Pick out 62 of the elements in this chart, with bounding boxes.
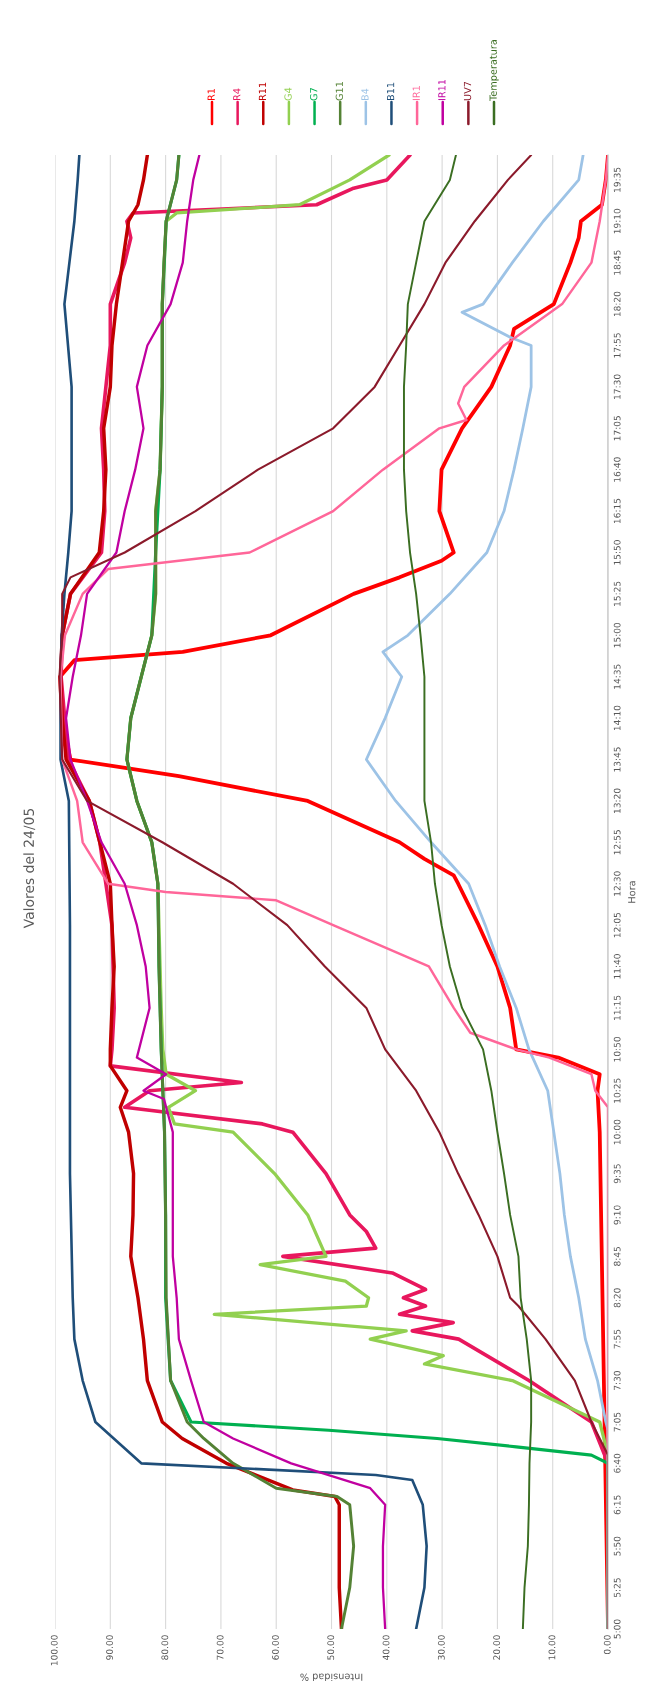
y-tick-label: 16:15 — [613, 498, 621, 524]
y-tick-label: 8:20 — [613, 1288, 621, 1308]
y-tick-label: 18:45 — [613, 250, 621, 275]
text: IR11 — [438, 79, 446, 101]
y-tick-label: 12:30 — [613, 871, 621, 896]
x-tick-label: 100.00 — [50, 1635, 58, 1666]
y-tick-label: 6:40 — [613, 1453, 621, 1473]
y-tick-label: 19:35 — [613, 167, 621, 192]
y-tick-label: 15:50 — [613, 540, 621, 565]
text: Temperatura — [489, 40, 499, 102]
x-tick-label: 10.00 — [548, 1635, 556, 1660]
y-tick-label: 15:00 — [613, 622, 621, 648]
y-tick-label: 14:10 — [613, 705, 621, 731]
x-tick-label: 0.00 — [603, 1635, 611, 1655]
y-tick-label: 11:15 — [613, 995, 621, 1020]
x-tick-label: 40.00 — [382, 1635, 390, 1660]
x-tick-label: 30.00 — [437, 1635, 445, 1660]
y-tick-label: 8:45 — [613, 1247, 621, 1266]
text: G4 — [284, 87, 292, 101]
x-tick-label: 20.00 — [493, 1635, 501, 1660]
y-tick-label: 10:00 — [613, 1119, 621, 1145]
y-tick-label: 17:55 — [613, 333, 621, 358]
y-tick-label: 17:30 — [613, 374, 621, 399]
text: R1 — [207, 88, 215, 101]
x-tick-label: 80.00 — [161, 1635, 169, 1660]
text: Valores del 24/05 — [23, 808, 36, 929]
x-tick-label: 50.00 — [327, 1635, 335, 1660]
x-tick-label: 90.00 — [106, 1635, 113, 1660]
text: B4 — [361, 88, 369, 101]
y-tick-label: 7:55 — [613, 1329, 621, 1349]
y-tick-label: 18:20 — [613, 291, 621, 317]
y-tick-label: 11:40 — [613, 954, 621, 979]
text: G11 — [335, 81, 343, 101]
y-axis-title: Hora — [628, 881, 636, 903]
x-tick-label: 70.00 — [216, 1635, 224, 1660]
x-axis-title: Intensidad % — [300, 1673, 363, 1682]
text: IR1 — [412, 86, 420, 101]
y-tick-label: 19:10 — [613, 208, 621, 234]
y-tick-label: 13:20 — [613, 788, 621, 813]
text: R4 — [233, 88, 241, 101]
y-tick-label: 6:15 — [613, 1495, 621, 1515]
text: R11 — [258, 82, 266, 101]
y-tick-label: 5:00 — [613, 1619, 621, 1639]
y-tick-label: 14:35 — [613, 664, 621, 689]
y-tick-label: 12:55 — [613, 830, 621, 855]
y-tick-label: 13:45 — [613, 747, 621, 772]
text: G7 — [310, 88, 318, 101]
y-tick-label: 7:30 — [613, 1371, 621, 1390]
text: UV7 — [463, 81, 472, 101]
y-tick-label: 9:10 — [613, 1205, 621, 1225]
y-tick-label: 5:25 — [613, 1578, 621, 1597]
y-tick-label: 5:50 — [613, 1536, 621, 1556]
y-tick-label: 10:25 — [613, 1078, 621, 1103]
y-tick-label: 16:40 — [613, 457, 621, 482]
y-tick-label: 15:25 — [613, 581, 621, 606]
y-tick-label: 7:05 — [613, 1412, 621, 1432]
y-tick-label: 12:05 — [613, 912, 621, 938]
x-tick-label: 60.00 — [272, 1635, 279, 1660]
y-tick-label: 17:05 — [613, 416, 621, 441]
text: B11 — [387, 82, 395, 101]
y-tick-label: 10:50 — [613, 1036, 621, 1062]
y-tick-label: 9:35 — [613, 1164, 621, 1184]
